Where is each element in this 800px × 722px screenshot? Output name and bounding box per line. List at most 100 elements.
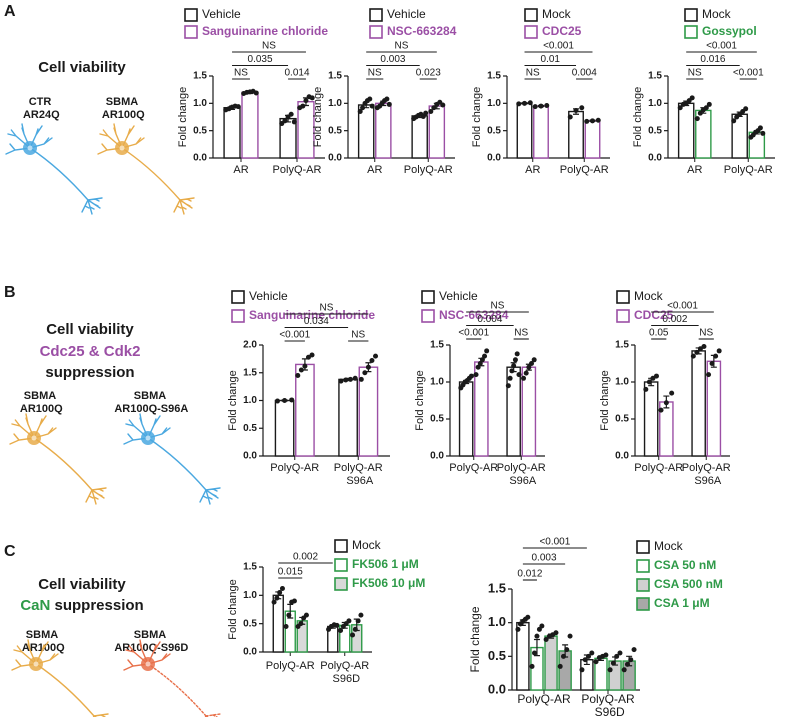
data-point — [286, 612, 292, 618]
data-point — [694, 116, 700, 122]
significance-label: 0.002 — [662, 314, 687, 325]
data-point — [386, 101, 392, 107]
data-point — [283, 624, 289, 629]
data-point — [253, 90, 259, 96]
bar — [241, 91, 259, 159]
data-point — [360, 105, 366, 111]
x-tick-label: PolyQ-AR — [634, 462, 683, 474]
data-point — [309, 95, 315, 101]
bar — [643, 381, 659, 457]
data-point — [653, 373, 659, 379]
data-point — [369, 103, 375, 109]
y-tick-label: 1.5 — [615, 340, 629, 351]
data-point — [677, 105, 683, 111]
data-point — [305, 354, 311, 360]
data-point — [295, 373, 301, 379]
data-point — [357, 109, 363, 115]
panel-label: A — [4, 3, 16, 20]
y-tick-label: 1.5 — [487, 71, 501, 82]
legend-swatch — [524, 8, 538, 22]
legend-swatch — [369, 25, 383, 39]
y-axis-label: Fold change — [599, 370, 611, 431]
data-point — [358, 376, 364, 382]
data-point — [350, 632, 356, 638]
y-axis-label: Fold change — [632, 87, 644, 148]
data-point — [523, 370, 529, 376]
data-point — [614, 653, 620, 659]
x-tick-label: PolyQ-AR S96A — [334, 462, 383, 487]
significance-label: <0.001 — [279, 330, 310, 341]
legend-swatch — [334, 577, 348, 591]
data-point — [346, 618, 352, 624]
y-tick-label: 1.0 — [243, 395, 257, 406]
significance-label: NS — [395, 41, 409, 52]
y-tick-label: 1.5 — [243, 562, 257, 573]
significance-label: 0.015 — [278, 567, 303, 578]
data-point — [355, 618, 361, 624]
significance-label: 0.034 — [304, 316, 329, 327]
x-tick-label: PolyQ-AR S96A — [682, 462, 731, 487]
y-tick-label: 0.5 — [243, 423, 257, 434]
x-tick-label: PolyQ-AR S96D — [581, 692, 635, 717]
data-point — [431, 105, 437, 111]
bar — [691, 350, 706, 457]
panel-heading: Cell viability — [38, 59, 126, 76]
neuron-terminal — [179, 199, 193, 209]
data-point — [525, 614, 531, 620]
data-point — [703, 105, 709, 111]
data-point — [274, 595, 280, 601]
data-point — [521, 375, 527, 381]
legend-swatch — [636, 578, 650, 592]
significance-label: 0.002 — [293, 552, 318, 563]
neuron-terminal — [81, 199, 90, 213]
neuron-axon — [35, 663, 95, 717]
significance-label: 0.004 — [572, 68, 597, 79]
y-tick-label: 0.0 — [648, 153, 662, 164]
data-point — [564, 647, 570, 653]
legend-swatch — [421, 290, 435, 304]
bar — [411, 115, 428, 159]
bar — [516, 621, 530, 691]
significance-label: 0.016 — [700, 54, 725, 65]
legend-swatch — [684, 25, 698, 39]
y-tick-label: 1.0 — [243, 590, 257, 601]
data-point — [484, 348, 490, 354]
y-tick-label: 1.0 — [193, 98, 207, 109]
bar — [295, 363, 315, 457]
panel-suffix: suppression — [55, 597, 144, 614]
neuron-terminal — [85, 489, 94, 503]
cell-label: SBMA AR100Q-S96D — [112, 629, 189, 654]
data-point — [582, 657, 588, 663]
bar — [516, 102, 533, 159]
x-tick-label: PolyQ-AR — [273, 164, 322, 176]
data-point — [643, 386, 649, 392]
data-point — [607, 667, 613, 673]
legend-swatch — [636, 597, 650, 611]
legend-label: CSA 500 nM — [654, 577, 723, 591]
legend-swatch — [334, 558, 348, 572]
x-tick-label: AR — [367, 164, 382, 176]
panel-label: B — [4, 284, 16, 301]
data-point — [291, 119, 297, 125]
significance-label: NS — [368, 68, 382, 79]
data-point — [713, 353, 719, 359]
data-point — [586, 653, 592, 659]
y-tick-label: 0.5 — [488, 648, 506, 663]
data-point — [689, 95, 695, 101]
data-point — [274, 398, 280, 404]
significance-label: 0.014 — [284, 68, 309, 79]
data-point — [347, 376, 353, 382]
data-point — [531, 357, 537, 363]
data-point — [690, 353, 696, 359]
data-point — [760, 130, 766, 136]
neuron-terminal — [173, 199, 182, 213]
significance-label: 0.035 — [248, 54, 273, 65]
data-point — [573, 107, 579, 113]
y-tick-label: 0.0 — [243, 647, 257, 658]
significance-label: 0.004 — [477, 314, 502, 325]
y-tick-label: 1.0 — [648, 98, 662, 109]
neuron-terminal — [205, 489, 219, 499]
neuron-terminal — [91, 489, 105, 499]
data-point — [731, 118, 737, 124]
neuron-terminal — [87, 197, 103, 202]
